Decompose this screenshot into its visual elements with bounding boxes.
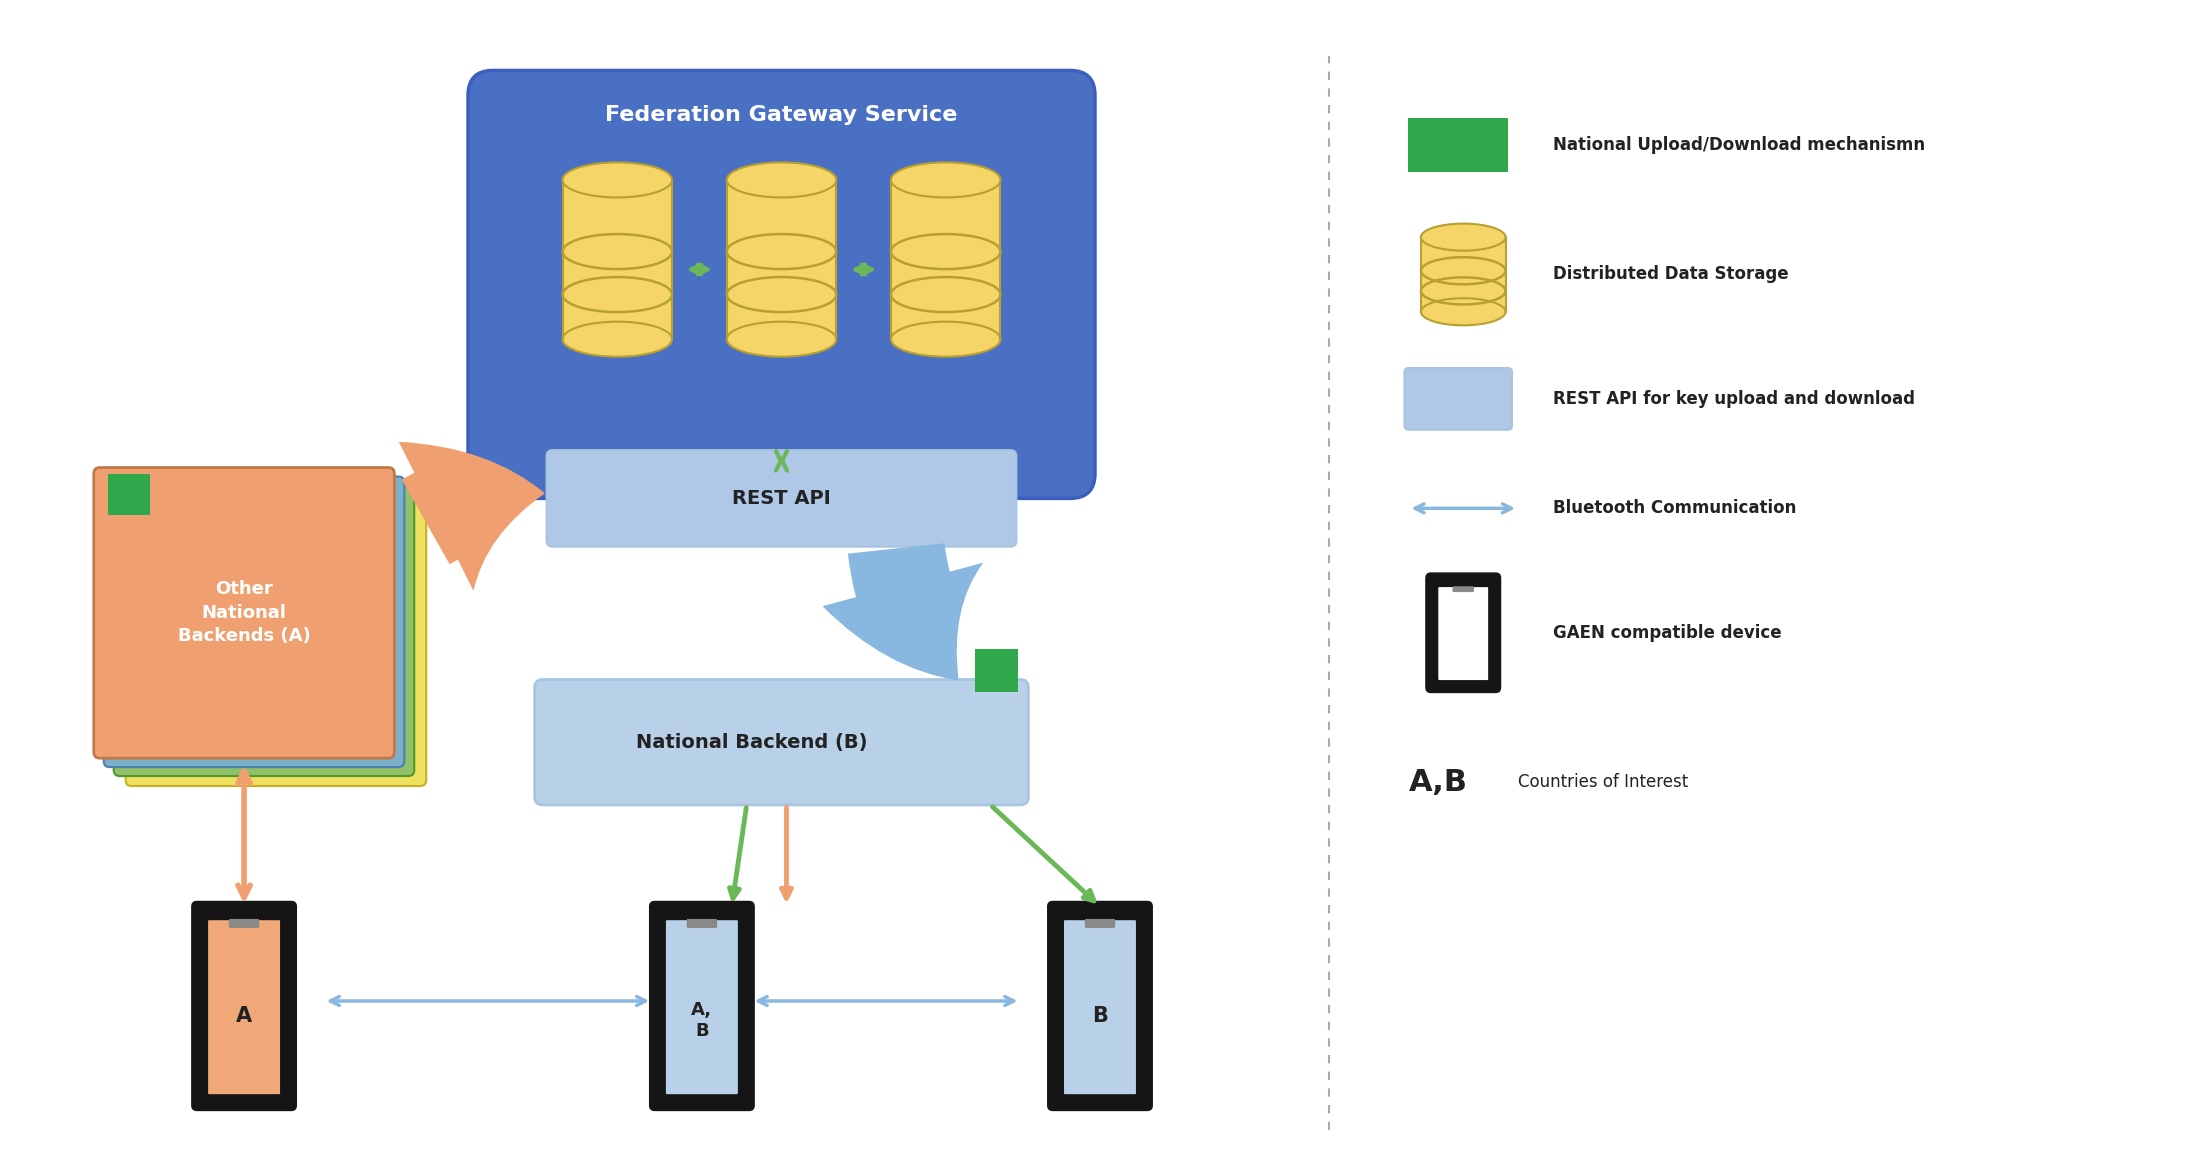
- Text: Other
National
Backends (A): Other National Backends (A): [177, 580, 311, 645]
- Ellipse shape: [727, 322, 837, 357]
- Text: National Upload/Download mechanismn: National Upload/Download mechanismn: [1553, 136, 1926, 154]
- Ellipse shape: [563, 163, 673, 198]
- FancyBboxPatch shape: [94, 468, 394, 758]
- FancyBboxPatch shape: [114, 485, 414, 776]
- FancyBboxPatch shape: [546, 450, 1017, 547]
- FancyBboxPatch shape: [1047, 901, 1152, 1111]
- FancyBboxPatch shape: [125, 495, 427, 786]
- Ellipse shape: [563, 322, 673, 357]
- Ellipse shape: [727, 163, 837, 198]
- Bar: [975, 649, 1019, 692]
- FancyBboxPatch shape: [1404, 368, 1512, 429]
- Ellipse shape: [892, 322, 1001, 357]
- FancyBboxPatch shape: [686, 919, 716, 928]
- Text: A,B: A,B: [1409, 768, 1468, 797]
- FancyBboxPatch shape: [1437, 587, 1488, 680]
- Bar: [892, 180, 1001, 340]
- Text: Countries of Interest: Countries of Interest: [1518, 773, 1689, 791]
- Text: B: B: [1091, 1006, 1109, 1026]
- Text: Bluetooth Communication: Bluetooth Communication: [1553, 499, 1797, 518]
- Text: Federation Gateway Service: Federation Gateway Service: [605, 106, 957, 126]
- Text: A,
B: A, B: [692, 1001, 712, 1040]
- FancyBboxPatch shape: [666, 920, 738, 1094]
- Ellipse shape: [1422, 223, 1505, 251]
- FancyBboxPatch shape: [193, 901, 296, 1111]
- Bar: [727, 180, 837, 340]
- Text: A: A: [237, 1006, 252, 1026]
- FancyBboxPatch shape: [228, 919, 259, 928]
- Bar: [563, 180, 673, 340]
- FancyBboxPatch shape: [1085, 919, 1115, 928]
- Text: GAEN compatible device: GAEN compatible device: [1553, 623, 1781, 642]
- FancyBboxPatch shape: [1453, 586, 1475, 592]
- Bar: [1422, 237, 1505, 312]
- FancyBboxPatch shape: [208, 920, 280, 1094]
- Ellipse shape: [892, 163, 1001, 198]
- Bar: [1409, 119, 1507, 172]
- Text: Distributed Data Storage: Distributed Data Storage: [1553, 265, 1788, 284]
- FancyBboxPatch shape: [535, 679, 1028, 805]
- Text: REST API for key upload and download: REST API for key upload and download: [1553, 390, 1915, 408]
- FancyBboxPatch shape: [469, 71, 1096, 499]
- Text: REST API: REST API: [732, 488, 830, 508]
- FancyBboxPatch shape: [1426, 573, 1501, 692]
- FancyBboxPatch shape: [1065, 920, 1135, 1094]
- Text: National Backend (B): National Backend (B): [635, 733, 868, 751]
- Ellipse shape: [1422, 298, 1505, 326]
- FancyBboxPatch shape: [103, 477, 405, 768]
- FancyBboxPatch shape: [651, 901, 754, 1111]
- Bar: [107, 473, 149, 515]
